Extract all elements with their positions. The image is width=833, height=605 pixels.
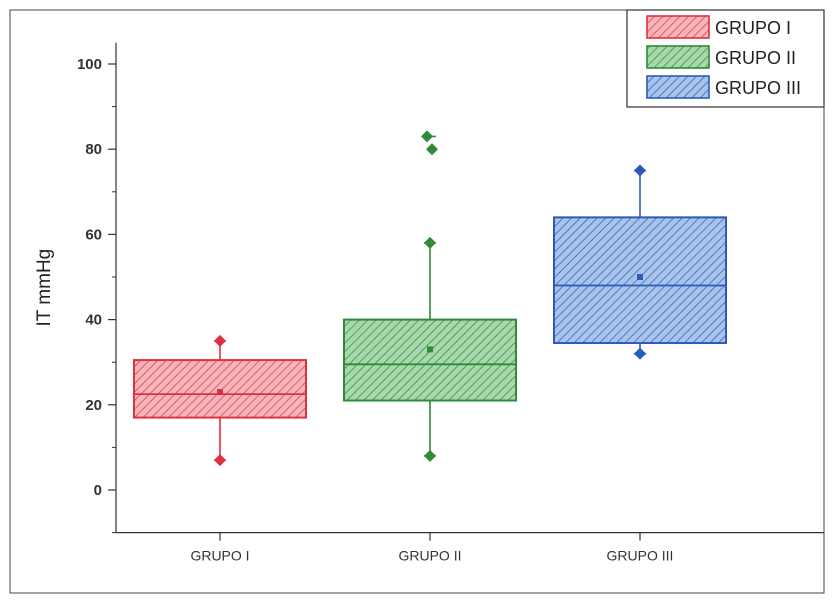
y-tick-label: 20 (85, 397, 102, 414)
x-tick-label: GRUPO I (190, 548, 249, 564)
whisker-end-marker (424, 236, 436, 249)
y-tick-label: 100 (77, 56, 102, 73)
whisker-end-marker (424, 449, 436, 462)
mean-marker (637, 274, 643, 280)
mean-marker (217, 389, 223, 396)
iqr-box (553, 216, 727, 345)
box-group (343, 130, 517, 462)
iqr-box (133, 359, 307, 419)
legend-label: GRUPO I (715, 18, 791, 38)
mean-marker (427, 346, 433, 353)
legend-label: GRUPO III (715, 78, 801, 98)
iqr-box (343, 318, 517, 402)
x-tick-label: GRUPO II (398, 548, 461, 564)
y-tick-label: 40 (85, 312, 102, 329)
legend-swatch (646, 15, 710, 39)
whisker-end-marker (214, 454, 226, 467)
y-tick-label: 0 (94, 482, 102, 499)
whisker-end-marker (214, 334, 226, 347)
legend-swatch (646, 45, 710, 69)
whisker-end-marker (634, 164, 646, 177)
whisker-end-marker (634, 347, 646, 360)
box-group (133, 334, 307, 467)
y-tick-label: 80 (85, 141, 102, 158)
legend-label: GRUPO II (715, 48, 796, 68)
outlier-marker (421, 130, 433, 143)
legend-swatch (646, 75, 710, 99)
outlier-marker (426, 143, 438, 156)
box-group (553, 164, 727, 360)
y-tick-label: 60 (85, 226, 102, 243)
x-tick-label: GRUPO III (607, 548, 674, 564)
y-axis-label: IT mmHg (34, 249, 55, 327)
